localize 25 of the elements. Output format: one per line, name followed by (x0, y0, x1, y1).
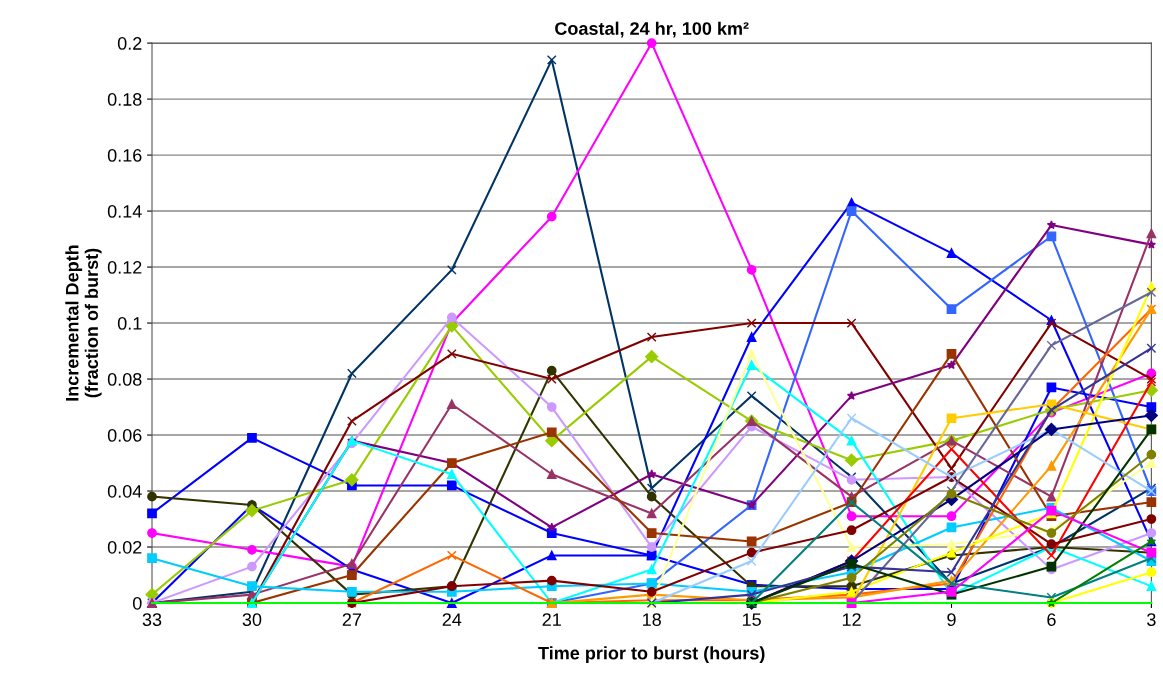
y-tick-label: 0.1 (117, 316, 142, 330)
x-tick-label: 33 (142, 613, 162, 626)
y-tick-label: 0 (132, 596, 142, 610)
x-tick-label: 18 (643, 613, 661, 626)
y-tick-label: 0.06 (107, 428, 142, 442)
y-tick-label: 0.08 (107, 372, 142, 386)
x-tick-label: 3 (1147, 613, 1156, 626)
y-axis-title: Incremental Depth (fraction of burst) (65, 245, 102, 401)
x-tick-label: 27 (342, 613, 362, 626)
x-tick-label: 6 (1047, 613, 1056, 626)
y-tick-label: 0.16 (107, 149, 142, 162)
y-tick-label: 0.02 (107, 540, 142, 554)
x-tick-label: 21 (542, 613, 561, 626)
y-tick-label: 0.14 (107, 205, 142, 218)
chart-title: Coastal, 24 hr, 100 km² (555, 21, 749, 38)
x-tick-label: 12 (842, 613, 861, 626)
x-tick-label: 30 (242, 613, 262, 626)
x-tick-label: 24 (442, 613, 462, 626)
y-tick-label: 0.18 (107, 93, 142, 106)
y-tick-label: 0.12 (107, 261, 142, 274)
y-tick-label: 0.2 (117, 37, 142, 50)
x-axis-title: Time prior to burst (hours) (538, 646, 765, 664)
y-tick-label: 0.04 (107, 484, 142, 498)
x-tick-label: 9 (947, 613, 956, 626)
x-tick-label: 15 (742, 613, 761, 626)
